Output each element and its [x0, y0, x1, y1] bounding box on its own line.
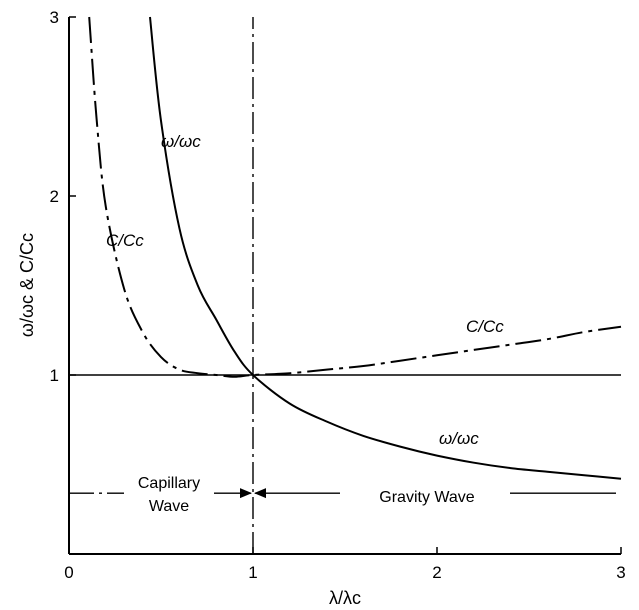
y-ticks: 1 2 3: [50, 8, 76, 385]
x-tick-label: 2: [432, 563, 441, 582]
c-right-label: C/Cc: [466, 317, 504, 336]
y-tick-label: 1: [50, 366, 59, 385]
omega-upper-label: ω/ωc: [161, 132, 201, 151]
y-axis-title: ω/ωc & C/Cc: [17, 233, 37, 337]
capillary-label-line2: Wave: [149, 498, 189, 515]
x-tick-label: 0: [64, 563, 73, 582]
c-left-label: C/Cc: [106, 231, 144, 250]
capillary-arrowhead: [240, 488, 252, 499]
x-ticks: 0 1 2 3: [64, 547, 626, 582]
omega-lower-label: ω/ωc: [439, 429, 479, 448]
gravity-label: Gravity Wave: [379, 489, 475, 506]
x-axis-title: λ/λc: [329, 588, 361, 608]
region-indicator: [70, 488, 616, 499]
series-omega-line: [149, 16, 622, 480]
x-tick-label: 3: [616, 563, 625, 582]
series-c-line: [88, 16, 622, 378]
y-tick-label: 2: [50, 187, 59, 206]
x-tick-label: 1: [248, 563, 257, 582]
y-tick-label: 3: [50, 8, 59, 27]
capillary-label-line1: Capillary: [138, 475, 200, 492]
